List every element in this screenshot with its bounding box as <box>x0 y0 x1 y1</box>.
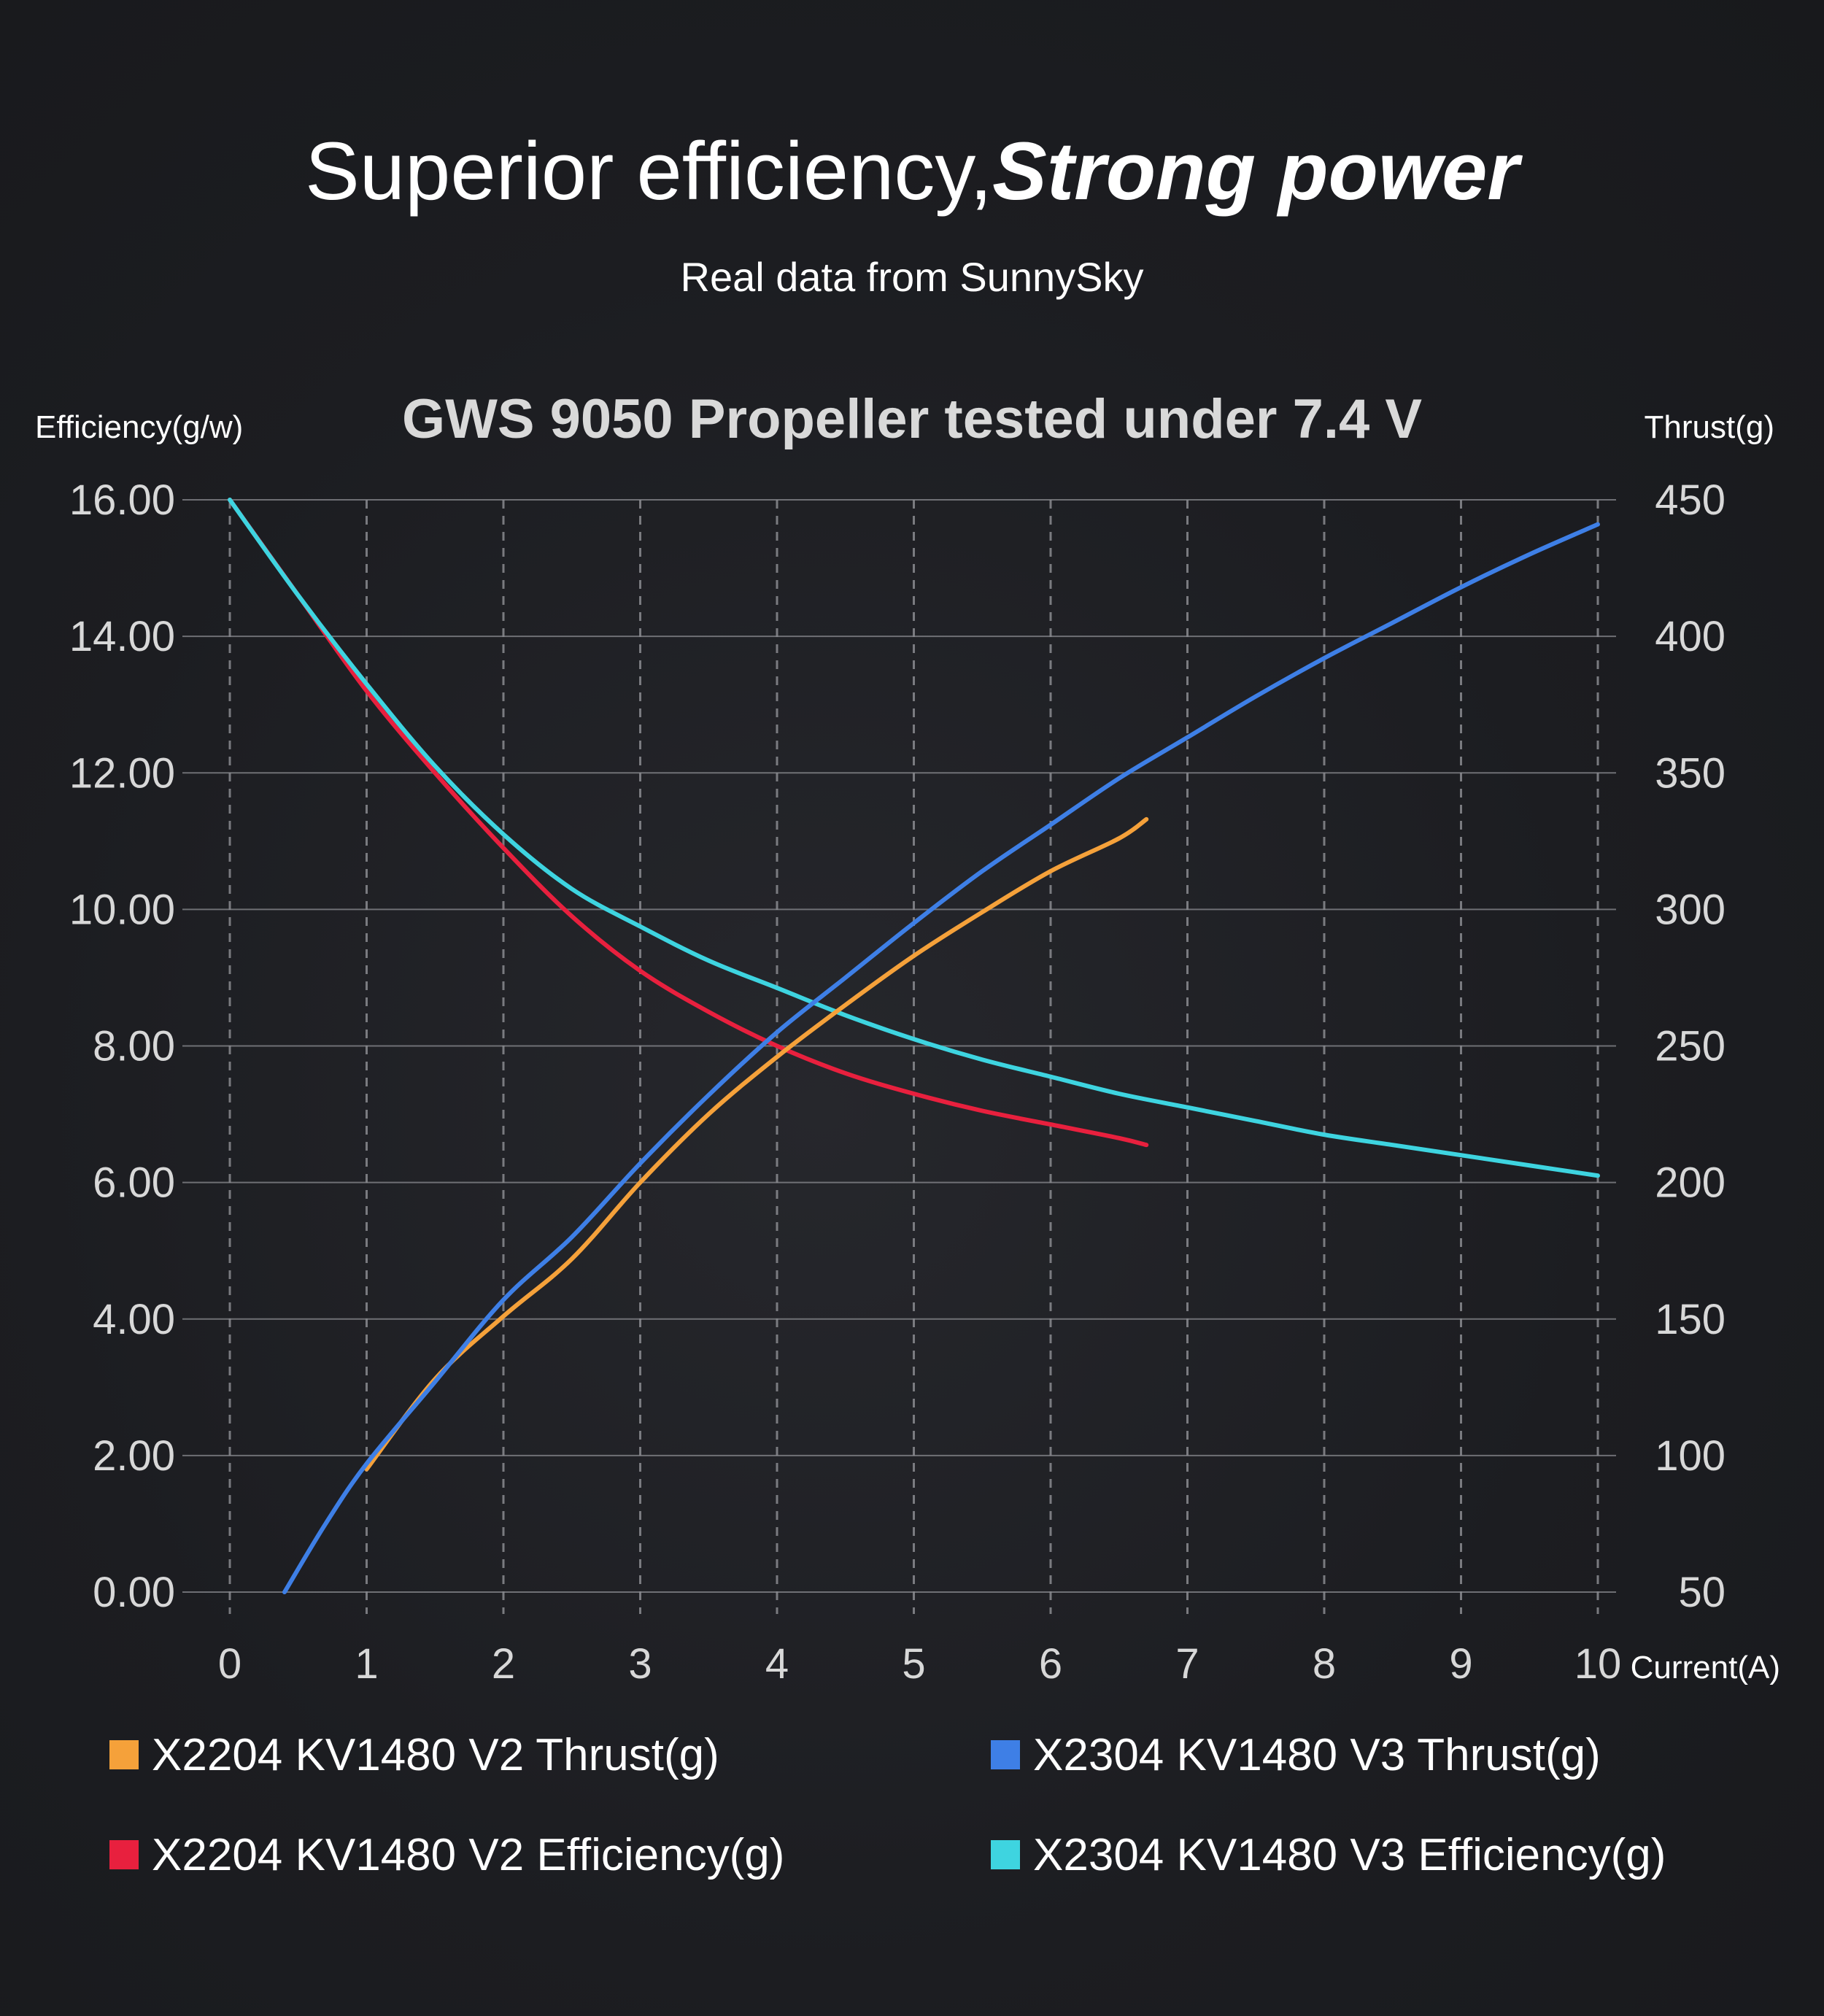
y-tick-label-right: 100 <box>1655 1432 1726 1480</box>
y-axis-label-left: Efficiency(g/w) <box>35 409 243 445</box>
legend-swatch-v2-efficiency <box>109 1840 139 1869</box>
y-tick-label-right: 450 <box>1655 476 1726 524</box>
y-tick-label-right: 300 <box>1655 886 1726 933</box>
y-tick-label-left: 12.00 <box>69 749 175 797</box>
y-tick-label-left: 14.00 <box>69 613 175 660</box>
chart-title: GWS 9050 Propeller tested under 7.4 V <box>402 388 1422 450</box>
legend-item-v3-thrust: X2304 KV1480 V3 Thrust(g) <box>991 1722 1601 1788</box>
legend-swatch-v3-efficiency <box>991 1840 1020 1869</box>
headline-regular: Superior efficiency, <box>305 125 993 217</box>
legend-swatch-v2-thrust <box>109 1740 139 1769</box>
x-tick-label: 3 <box>628 1640 652 1688</box>
x-tick-label: 6 <box>1039 1640 1062 1688</box>
series-line-v2-efficiency <box>228 498 1149 1148</box>
y-tick-label-left: 0.00 <box>93 1569 175 1616</box>
y-tick-label-right: 200 <box>1655 1159 1726 1207</box>
y-tick-label-left: 10.00 <box>69 886 175 933</box>
x-tick-label: 7 <box>1175 1640 1199 1688</box>
x-tick-label: 4 <box>765 1640 789 1688</box>
legend-item-v2-efficiency: X2204 KV1480 V2 Efficiency(g) <box>109 1822 784 1888</box>
y-tick-label-left: 6.00 <box>93 1159 175 1207</box>
series-line-v2-thrust <box>364 816 1149 1472</box>
x-tick-label: 0 <box>218 1640 241 1688</box>
x-tick-label: 9 <box>1449 1640 1472 1688</box>
y-tick-label-right: 400 <box>1655 613 1726 660</box>
legend-item-v3-efficiency: X2304 KV1480 V3 Efficiency(g) <box>991 1822 1666 1888</box>
legend-label-v2-thrust: X2204 KV1480 V2 Thrust(g) <box>152 1729 719 1780</box>
y-tick-label-right: 350 <box>1655 749 1726 797</box>
legend: X2204 KV1480 V2 Thrust(g) X2304 KV1480 V… <box>0 1722 1824 1941</box>
series-line-v3-efficiency <box>228 498 1600 1178</box>
x-tick-label: 8 <box>1313 1640 1336 1688</box>
y-tick-label-left: 8.00 <box>93 1023 175 1070</box>
x-tick-label: 2 <box>492 1640 515 1688</box>
headline-emphasis: Strong power <box>992 125 1519 217</box>
x-tick-label: 10 <box>1574 1640 1622 1688</box>
x-tick-label: 1 <box>355 1640 378 1688</box>
y-tick-label-right: 50 <box>1678 1569 1726 1616</box>
series-line-v3-thrust <box>282 522 1600 1594</box>
legend-label-v2-efficiency: X2204 KV1480 V2 Efficiency(g) <box>152 1829 785 1880</box>
y-tick-label-left: 16.00 <box>69 476 175 524</box>
legend-label-v3-thrust: X2304 KV1480 V3 Thrust(g) <box>1033 1729 1601 1780</box>
legend-item-v2-thrust: X2204 KV1480 V2 Thrust(g) <box>109 1722 719 1788</box>
x-axis-label: Current(A) <box>1631 1650 1780 1685</box>
y-axis-label-right: Thrust(g) <box>1645 409 1774 445</box>
subheadline: Real data from SunnySky <box>680 254 1144 300</box>
x-tick-label: 5 <box>902 1640 925 1688</box>
legend-swatch-v3-thrust <box>991 1740 1020 1769</box>
y-tick-label-right: 250 <box>1655 1023 1726 1070</box>
y-tick-label-right: 150 <box>1655 1296 1726 1343</box>
headline: Superior efficiency,Strong power <box>0 117 1824 226</box>
legend-label-v3-efficiency: X2304 KV1480 V3 Efficiency(g) <box>1033 1829 1666 1880</box>
y-tick-label-left: 2.00 <box>93 1432 175 1480</box>
y-tick-label-left: 4.00 <box>93 1296 175 1343</box>
